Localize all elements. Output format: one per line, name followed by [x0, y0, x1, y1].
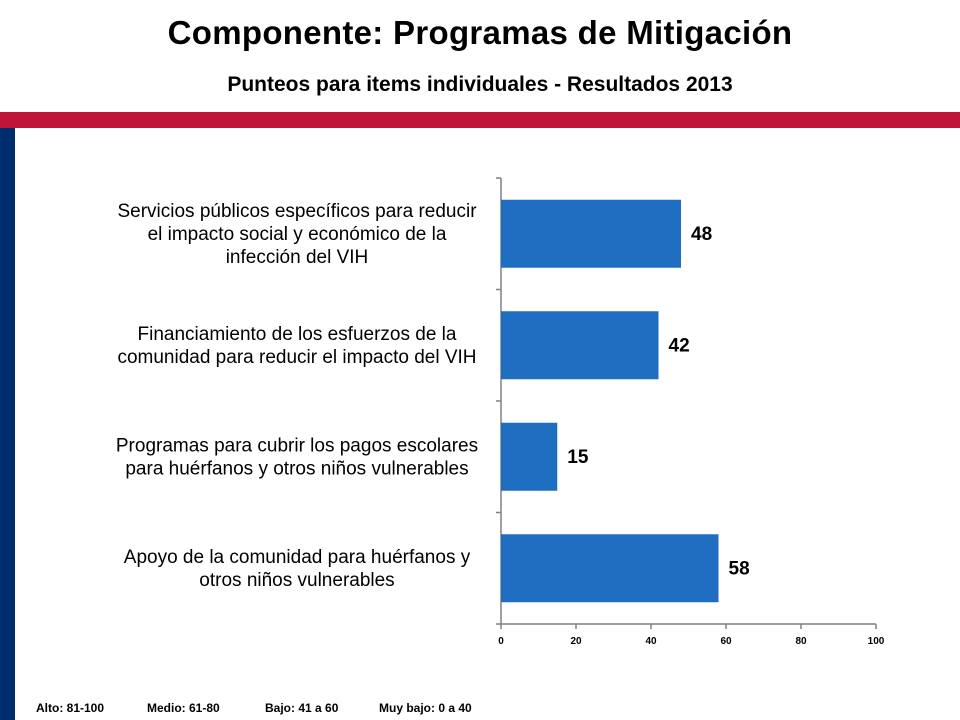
x-tick-label: 60	[720, 636, 732, 647]
red-divider-band	[0, 112, 960, 128]
page-subtitle: Punteos para items individuales - Result…	[227, 73, 733, 96]
data-label: 58	[729, 558, 750, 579]
data-label: 42	[669, 335, 690, 356]
category-label: Financiamiento de los esfuerzos de la com…	[117, 324, 476, 368]
bar	[501, 422, 558, 491]
legend-bajo: Bajo: 41 a 60	[265, 701, 339, 715]
legend-alto: Alto: 81-100	[36, 701, 105, 715]
legend-muy-bajo: Muy bajo: 0 a 40	[379, 701, 472, 715]
x-tick-label: 40	[645, 636, 657, 647]
x-tick-label: 20	[570, 636, 582, 647]
left-accent-bar	[0, 128, 15, 720]
data-label: 15	[567, 447, 589, 468]
page-title: Componente: Programas de Mitigación	[167, 14, 793, 51]
x-tick-label: 0	[498, 636, 504, 647]
data-label: 48	[691, 224, 712, 245]
bar	[501, 534, 719, 603]
category-label: Apoyo de la comunidad para huérfanos y ot…	[124, 547, 471, 591]
category-label: Programas para cubrir los pagos escolare…	[116, 435, 478, 479]
legend-medio: Medio: 61-80	[147, 701, 220, 715]
category-label: Servicios públicos específicos para redu…	[117, 201, 477, 268]
bar	[501, 311, 659, 380]
x-tick-label: 80	[795, 636, 807, 647]
x-tick-label: 100	[868, 636, 885, 647]
bar	[501, 199, 681, 268]
